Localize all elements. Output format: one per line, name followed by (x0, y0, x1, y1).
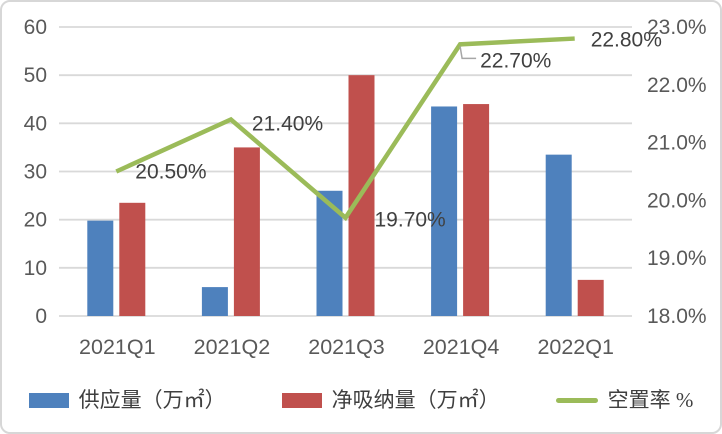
left-axis-tick: 30 (24, 161, 47, 184)
absorption-bar-2021Q2 (233, 147, 260, 316)
left-axis-tick: 50 (24, 64, 47, 87)
right-axis-tick: 20.0% (647, 189, 707, 212)
vacancy-label-2022Q1: 22.80% (591, 29, 662, 52)
legend-item-vacancy: 空置率 % (555, 387, 694, 412)
supply-bar-2022Q1 (545, 154, 572, 316)
label-leader-line (459, 46, 477, 60)
vacancy-label-2021Q3: 19.70% (375, 209, 446, 232)
right-axis-tick: 19.0% (647, 247, 707, 270)
right-axis-tick: 23.0% (647, 16, 707, 39)
left-axis-tick: 40 (24, 112, 47, 135)
supply-bar-2021Q2 (201, 287, 228, 316)
category-label-2021Q2: 2021Q2 (194, 335, 271, 359)
right-axis-tick: 22.0% (647, 74, 707, 97)
left-axis-tick: 10 (24, 257, 47, 280)
supply-bar-2021Q1 (87, 220, 114, 316)
absorption-bar-2021Q1 (119, 202, 146, 316)
absorption-bar-2021Q4 (463, 104, 490, 316)
vacancy-label-2021Q1: 20.50% (135, 161, 206, 184)
legend-label-supply: 供应量（万㎡） (78, 387, 226, 412)
left-axis-tick: 60 (24, 16, 47, 39)
category-label-2021Q4: 2021Q4 (423, 335, 500, 359)
vacancy-label-2021Q4: 22.70% (480, 49, 551, 72)
legend: 供应量（万㎡） 净吸纳量（万㎡） 空置率 % (2, 384, 720, 416)
vacancy-label-2021Q2: 21.40% (252, 112, 323, 135)
legend-item-supply: 供应量（万㎡） (28, 387, 226, 412)
category-label-2021Q1: 2021Q1 (79, 335, 156, 359)
legend-label-vacancy: 空置率 % (607, 387, 694, 412)
supply-swatch-icon (28, 392, 69, 408)
legend-item-absorption: 净吸纳量（万㎡） (281, 387, 500, 412)
left-axis-tick: 20 (24, 209, 47, 232)
absorption-bar-2022Q1 (577, 279, 604, 316)
category-label-2021Q3: 2021Q3 (308, 335, 385, 359)
right-axis-tick: 21.0% (647, 132, 707, 155)
supply-bar-2021Q4 (431, 106, 458, 316)
legend-label-absorption: 净吸纳量（万㎡） (331, 387, 500, 412)
right-axis-tick: 18.0% (647, 305, 707, 328)
category-label-2022Q1: 2022Q1 (537, 335, 614, 359)
absorption-swatch-icon (281, 392, 322, 408)
vacancy-swatch-icon (555, 397, 598, 403)
vacancy-line (115, 36, 575, 222)
left-axis-tick: 0 (35, 305, 47, 328)
